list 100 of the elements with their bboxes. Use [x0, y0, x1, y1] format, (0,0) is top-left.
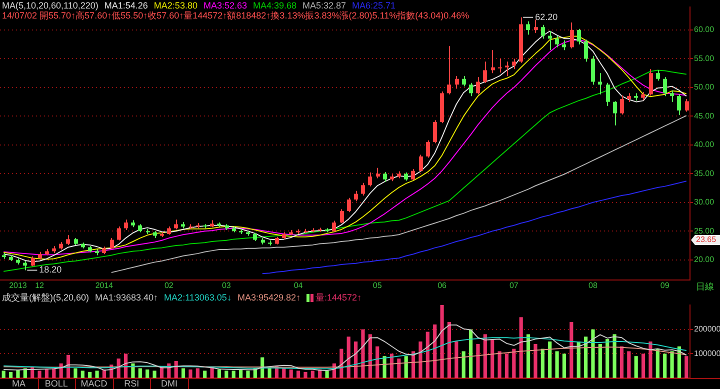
bar: [534, 344, 538, 378]
text: 23.65: [696, 235, 717, 244]
bar: [188, 369, 192, 378]
candlestick: [462, 75, 466, 87]
x-tick-label: 05: [372, 281, 382, 290]
bar: [548, 342, 552, 378]
bar: [483, 334, 487, 378]
candlestick: [534, 19, 538, 34]
bar: [38, 370, 42, 378]
x-tick-label: 2014: [95, 281, 114, 290]
text: MA3:95429.82↑: [237, 292, 300, 302]
bar: [238, 369, 243, 378]
text: RSI: [124, 378, 140, 388]
bar: [670, 351, 674, 378]
bar: [606, 339, 610, 378]
bar: [462, 351, 466, 378]
bar: [570, 322, 574, 378]
x-tick-label: 2013: [9, 281, 28, 290]
text: 日線: [696, 281, 714, 292]
bar: [526, 334, 530, 378]
legend-title: 成交量(解盤)(5,20,60): [2, 292, 90, 302]
bar: [44, 369, 49, 378]
bar: [289, 369, 293, 378]
bar: [138, 368, 142, 378]
bar: [648, 342, 652, 378]
x-tick-label: 04: [294, 281, 304, 290]
x-tick-label: 09: [660, 281, 670, 290]
candlestick: [677, 94, 681, 116]
bar: [404, 356, 408, 378]
bar: [397, 358, 401, 378]
annotation: 18.20: [39, 264, 62, 275]
text: MA4:39.68: [252, 0, 297, 10]
y-tick-label: 45.00: [694, 111, 715, 120]
candlestick: [606, 82, 610, 106]
text: BOLL: [44, 378, 68, 388]
text: MA1:54.26: [104, 0, 148, 10]
annotation: 62.20: [535, 12, 558, 22]
candlestick: [584, 39, 588, 62]
text: MACD: [80, 378, 108, 388]
bar: [296, 370, 300, 378]
candlestick: [512, 58, 516, 70]
bar: [8, 372, 13, 378]
candlestick: [332, 220, 336, 232]
candlestick: [591, 55, 595, 86]
candlestick: [685, 98, 689, 112]
candlestick: [376, 167, 380, 179]
bar: [376, 346, 380, 378]
bar: [447, 322, 452, 378]
candlestick: [541, 24, 545, 40]
x-tick-label: 12: [35, 281, 45, 290]
candlestick: [383, 171, 387, 182]
bar: [282, 368, 286, 378]
bar: [346, 336, 350, 378]
y-tick-label: 20.00: [694, 255, 715, 264]
bar: [612, 334, 616, 378]
bar: [634, 356, 638, 378]
text: MA: [12, 378, 26, 388]
bar: [598, 344, 602, 378]
bar: [174, 360, 178, 378]
candlestick: [613, 100, 617, 126]
annotation: 14/07/02 開55.70↑高57.60↑低55.50↑收57.60↑量144572↑額818482↑換3.13%振3.83%漲(2.80)5.11%指數(43.04)0.46%: [2, 10, 470, 20]
bar: [476, 344, 480, 378]
bar: [490, 339, 494, 378]
bar: [95, 370, 99, 378]
candlestick: [124, 219, 128, 230]
candlestick: [598, 72, 602, 95]
candlestick: [66, 234, 70, 246]
bar: [433, 324, 437, 378]
candlestick: [649, 68, 653, 96]
bar: [512, 348, 516, 378]
text: MA5:32.87: [302, 0, 346, 10]
candlestick: [670, 90, 674, 102]
bar: [454, 342, 458, 378]
bar: [203, 370, 207, 378]
candlestick: [476, 76, 480, 95]
candlestick: [110, 238, 114, 250]
text: MA1:93683.40↑: [95, 292, 158, 302]
bar: [74, 368, 78, 378]
candlestick: [419, 154, 423, 172]
bar: [131, 363, 135, 378]
bar: [519, 317, 523, 378]
bar: [591, 329, 595, 378]
bar: [325, 370, 329, 378]
text: MA3:52.63: [203, 0, 247, 10]
text: DMI: [160, 378, 178, 388]
bar: [368, 334, 372, 378]
candlestick: [426, 140, 430, 158]
candlestick: [455, 75, 459, 90]
y-tick-label: 50.00: [694, 82, 715, 92]
candlestick: [347, 197, 351, 213]
bar: [196, 368, 200, 378]
candlestick: [548, 30, 552, 51]
candlestick: [555, 35, 559, 48]
bar: [304, 372, 308, 378]
y-tick-label: 30.00: [694, 198, 715, 207]
bar: [426, 332, 430, 378]
candlestick: [433, 120, 437, 144]
bar: [88, 372, 92, 378]
x-tick-label: 07: [509, 281, 519, 290]
bar: [2, 370, 6, 378]
